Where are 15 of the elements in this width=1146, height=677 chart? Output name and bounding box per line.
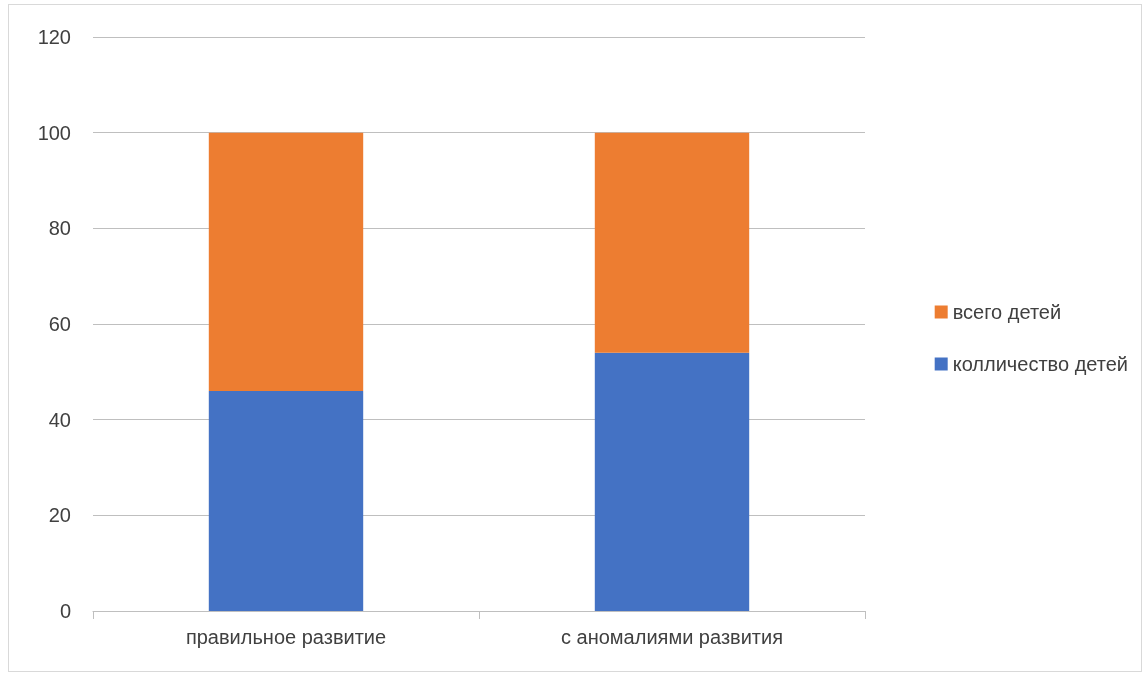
bar [594, 352, 750, 611]
x-tick-label: правильное развитие [185, 626, 387, 648]
y-tick-label: 20 [48, 504, 71, 527]
y-tick-label: 0 [59, 600, 71, 622]
y-tick-label: 80 [48, 217, 71, 240]
y-tick-label: 40 [48, 408, 71, 431]
bar [208, 390, 364, 611]
bar [208, 132, 364, 391]
x-tick-label: с аномалиями развития [560, 626, 784, 648]
y-tick-label: 120 [37, 26, 71, 48]
y-tick-label: 100 [37, 121, 71, 144]
bar [594, 132, 750, 353]
y-tick-label: 60 [48, 313, 71, 335]
legend-label: всего детей [952, 301, 1062, 323]
legend-label: колличество детей [952, 353, 1128, 375]
